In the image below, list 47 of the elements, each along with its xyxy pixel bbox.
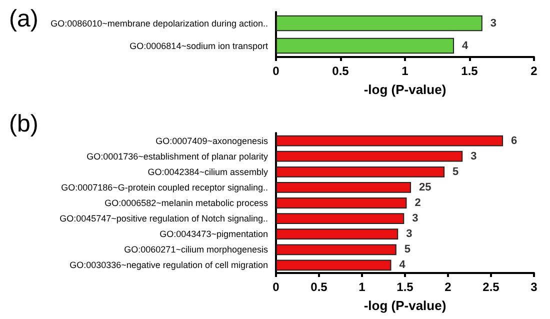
- x-tick-label: 3: [530, 280, 538, 294]
- y-tick-label: GO:0086010~membrane depolarization during action..: [50, 18, 268, 28]
- x-tick-label: 0: [272, 64, 280, 78]
- annotation: 3: [490, 17, 497, 30]
- annotation: 3: [412, 212, 418, 225]
- x-tick-label: 2.5: [482, 280, 500, 294]
- x-tick-label: 2: [444, 280, 452, 294]
- bar: [276, 213, 404, 224]
- y-tick-label: GO:0001736~establishment of planar polarity: [86, 151, 268, 162]
- y-tick-label: GO:0006814~sodium ion transport: [130, 40, 268, 51]
- x-tick-label: 1.5: [461, 64, 478, 78]
- y-tick-label: GO:0007186~G-protein coupled receptor signaling..: [61, 182, 268, 192]
- bar: [276, 244, 396, 256]
- y-tick-label: GO:0006582~melanin metabolic process: [104, 198, 268, 208]
- y-tick-label: GO:0043473~pigmentation: [160, 229, 268, 240]
- bar: [276, 150, 463, 162]
- bar: [276, 135, 504, 146]
- annotation: 2: [414, 197, 421, 209]
- text: (b): [9, 110, 38, 138]
- annotation: 3: [470, 150, 477, 162]
- text: (a): [9, 6, 38, 32]
- y-tick-label: GO:0030336~negative regulation of cell migration: [70, 260, 268, 270]
- x-tick-label: 0.5: [332, 64, 350, 78]
- y-tick-label: GO:0045747~positive regulation of Notch signaling..: [60, 214, 268, 224]
- x-tick-label: 1: [402, 64, 409, 78]
- annotation: 6: [511, 134, 518, 147]
- x-tick-label: 1: [358, 280, 366, 294]
- bar: [276, 198, 407, 208]
- annotation: 3: [406, 228, 412, 240]
- annotation: 25: [419, 181, 432, 194]
- annotation: 4: [399, 259, 406, 272]
- bar: [276, 182, 412, 193]
- x-tick-label: 0.5: [310, 280, 328, 294]
- annotation: 5: [452, 166, 459, 178]
- x-axis-title: -log (P-value): [364, 298, 446, 313]
- x-tick-label: 0: [272, 280, 280, 294]
- annotation: 4: [462, 40, 470, 52]
- bar: [276, 166, 445, 178]
- y-tick-label: GO:0042384~cilium assembly: [148, 166, 268, 177]
- y-tick-label: GO:0060271~cilium morphogenesis: [124, 244, 268, 255]
- y-tick-label: GO:0007409~axonogenesis: [156, 136, 268, 146]
- x-axis-title: -log (P-value): [364, 82, 446, 97]
- x-tick-label: 2: [530, 64, 538, 78]
- bar: [276, 228, 398, 240]
- bar: [276, 260, 392, 271]
- annotation: 5: [404, 244, 411, 256]
- x-tick-label: 1.5: [396, 280, 414, 294]
